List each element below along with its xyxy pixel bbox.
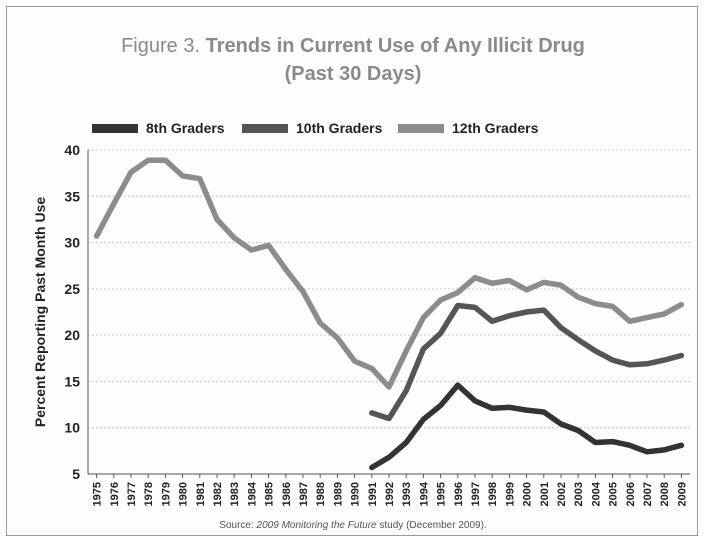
x-tick-label: 1995	[436, 482, 448, 506]
title-main: Trends in Current Use of Any Illicit Dru…	[205, 35, 585, 57]
title-sub: (Past 30 Days)	[284, 63, 422, 85]
x-tick-label: 1976	[109, 482, 121, 506]
y-tick-label: 10	[64, 420, 80, 436]
x-tick-label: 2007	[642, 482, 654, 506]
series-line-10th-graders	[369, 302, 685, 422]
source-suffix: study (December 2009).	[379, 520, 487, 531]
series-line-8th-graders	[369, 382, 685, 471]
figure-frame	[6, 6, 698, 536]
x-tick-label: 2001	[539, 482, 551, 506]
x-tick-label: 1983	[229, 482, 241, 506]
y-tick-label: 40	[64, 142, 80, 158]
x-tick-label: 1986	[281, 482, 293, 506]
x-tick-label: 1982	[212, 482, 224, 506]
legend-swatch-8th	[92, 123, 138, 133]
x-tick-label: 1998	[487, 482, 499, 506]
x-tick-label: 1987	[298, 482, 310, 506]
x-tick-label: 1990	[350, 482, 362, 506]
series-line-12th-graders	[93, 157, 685, 390]
source-note: Source: 2009 Monitoring the Future study…	[0, 520, 706, 531]
x-tick-label: 1989	[332, 482, 344, 506]
x-tick-label: 1992	[384, 482, 396, 506]
x-tick-label: 1997	[470, 482, 482, 506]
x-tick-label: 2006	[625, 482, 637, 506]
y-tick-label: 25	[64, 281, 80, 297]
source-prefix: Source:	[219, 520, 254, 531]
x-tick-label: 1975	[92, 482, 104, 506]
y-tick-label: 15	[64, 373, 80, 389]
x-tick-label: 1994	[418, 481, 430, 506]
x-tick-label: 2002	[556, 482, 568, 506]
x-tick-label: 2003	[573, 482, 585, 506]
x-tick-label: 1978	[143, 482, 155, 506]
x-tick-label: 1999	[504, 482, 516, 506]
x-tick-label: 1984	[246, 481, 258, 506]
x-tick-label: 1996	[453, 482, 465, 506]
x-tick-label: 1981	[195, 482, 207, 506]
x-tick-label: 2009	[676, 482, 688, 506]
x-tick-label: 1985	[264, 482, 276, 506]
legend-label-10th: 10th Graders	[296, 120, 383, 136]
x-tick-label: 1979	[160, 482, 172, 506]
x-tick-label: 1980	[178, 482, 190, 506]
x-tick-label: 1988	[315, 482, 327, 506]
x-tick-label: 2004	[590, 481, 602, 506]
x-tick-label: 1991	[367, 482, 379, 506]
legend-item-8th: 8th Graders	[92, 118, 225, 138]
legend-swatch-10th	[242, 123, 288, 133]
x-tick-label: 1977	[126, 482, 138, 506]
legend-swatch-12th	[398, 123, 444, 133]
legend-item-12th: 12th Graders	[398, 118, 538, 138]
y-tick-label: 30	[64, 235, 80, 251]
y-tick-label: 20	[64, 327, 80, 343]
legend-label-8th: 8th Graders	[146, 120, 225, 136]
legend-label-12th: 12th Graders	[452, 120, 539, 136]
legend-item-10th: 10th Graders	[242, 118, 382, 138]
source-study: 2009 Monitoring the Future	[256, 520, 377, 531]
x-tick-label: 2000	[522, 482, 534, 506]
figure-number: Figure 3.	[121, 35, 201, 57]
x-tick-label: 1993	[401, 482, 413, 506]
x-tick-label: 2008	[659, 482, 671, 506]
y-tick-label: 35	[64, 188, 80, 204]
y-tick-label: 5	[72, 466, 80, 482]
chart-title: Figure 3. Trends in Current Use of Any I…	[0, 32, 706, 88]
x-tick-label: 2005	[608, 482, 620, 506]
